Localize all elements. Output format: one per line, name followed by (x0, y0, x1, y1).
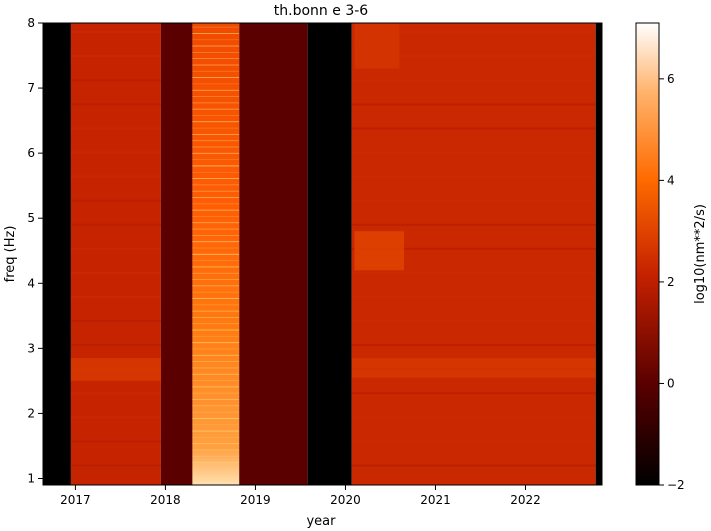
heatmap-segment-4 (239, 23, 308, 485)
colorbar-tick-label: 4 (667, 173, 675, 187)
colorbar-tick-label: 6 (667, 72, 675, 86)
x-tick-label: 2021 (420, 493, 451, 507)
heatmap-band-2 (354, 231, 404, 271)
x-axis-label: year (306, 514, 336, 529)
x-tick-label: 2017 (60, 493, 91, 507)
y-tick-label: 3 (27, 341, 35, 355)
y-tick-label: 7 (27, 81, 35, 95)
colorbar-tick-label: 0 (667, 376, 675, 390)
y-tick-label: 2 (27, 406, 35, 420)
colorbar-tick-label: −2 (667, 478, 685, 492)
y-tick-label: 8 (27, 16, 35, 30)
y-tick-label: 6 (27, 146, 35, 160)
plot-frame (42, 22, 603, 486)
heatmap-band-3 (354, 23, 400, 69)
colorbar-tick-label: 2 (667, 275, 675, 289)
y-axis: 1 2 3 4 5 6 7 8 (27, 16, 43, 485)
heatmap-segment-1 (70, 23, 161, 485)
chart-title: th.bonn e 3-6 (274, 3, 368, 19)
heatmap-segment-0 (43, 23, 71, 485)
y-tick-label: 5 (27, 211, 35, 225)
heatmap-segment-2 (160, 23, 193, 485)
heatmap-segment-7 (595, 23, 602, 485)
colorbar-label: log10(nm**2/s) (693, 204, 708, 304)
x-tick-label: 2019 (240, 493, 271, 507)
x-tick-label: 2018 (150, 493, 181, 507)
x-tick-label: 2022 (510, 493, 541, 507)
y-tick-label: 1 (27, 471, 35, 485)
heatmap-band-0 (70, 358, 161, 381)
x-axis: 2017 2018 2019 2020 2021 2022 (60, 485, 541, 507)
x-tick-label: 2020 (330, 493, 361, 507)
plot-area (43, 23, 602, 485)
y-axis-label: freq (Hz) (3, 226, 18, 283)
y-tick-label: 4 (27, 276, 35, 290)
heatmap-band-1 (351, 358, 596, 378)
heatmap-segment-5 (307, 23, 352, 485)
colorbar (635, 22, 660, 486)
colorbar-axis: −2 0 2 4 6 (659, 72, 685, 492)
